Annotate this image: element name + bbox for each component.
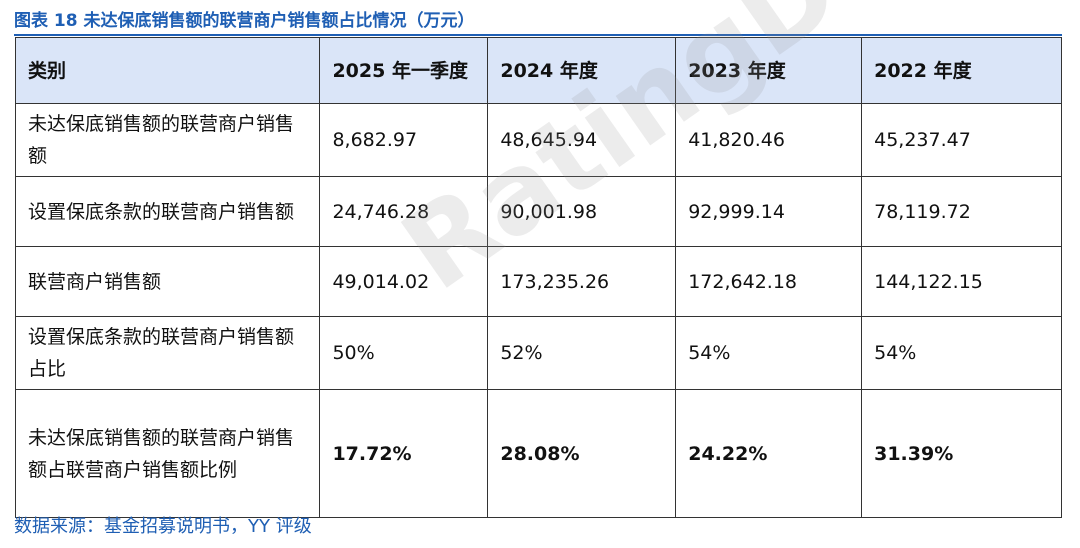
value-cell: 24.22% [675,389,863,518]
figure-title: 图表 18 未达保底销售额的联营商户销售额占比情况（万元） [14,11,475,31]
row-label: 设置保底条款的联营商户销售额 [14,176,321,247]
header-cell: 类别 [14,37,321,104]
value-cell: 92,999.14 [675,176,863,247]
table-body: 未达保底销售额的联营商户销售额 8,682.97 48,645.94 41,820.4… [14,103,1062,518]
row-label: 未达保底销售额的联营商户销售额 [14,103,321,177]
value-cell: 17.72% [319,389,489,518]
value-cell: 49,014.02 [319,246,489,317]
header-cell: 2022 年度 [861,37,1062,104]
table-row: 联营商户销售额 49,014.02 173,235.26 172,642.18 144,… [14,246,1062,317]
value-cell: 52% [487,316,677,390]
value-cell: 28.08% [487,389,677,518]
value-cell: 41,820.46 [675,103,863,177]
value-cell: 144,122.15 [861,246,1062,317]
table-row: 设置保底条款的联营商户销售额 24,746.28 90,001.98 92,999.1… [14,176,1062,247]
value-cell: 173,235.26 [487,246,677,317]
value-cell: 54% [861,316,1062,390]
title-rule [14,34,1062,36]
value-cell: 8,682.97 [319,103,489,177]
value-cell: 48,645.94 [487,103,677,177]
header-cell: 2025 年一季度 [319,37,489,104]
value-cell: 45,237.47 [861,103,1062,177]
value-cell: 24,746.28 [319,176,489,247]
table-row: 未达保底销售额的联营商户销售额 8,682.97 48,645.94 41,820.4… [14,103,1062,177]
table-row: 设置保底条款的联营商户销售额占比 50% 52% 54% 54% [14,316,1062,390]
table-row: 未达保底销售额的联营商户销售额占联营商户销售额比例 17.72% 28.08% 24.… [14,389,1062,518]
header-cell: 2023 年度 [675,37,863,104]
row-label: 设置保底条款的联营商户销售额占比 [14,316,321,390]
row-label: 未达保底销售额的联营商户销售额占联营商户销售额比例 [14,389,321,518]
value-cell: 90,001.98 [487,176,677,247]
source-note: 数据来源：基金招募说明书，YY 评级 [14,516,312,537]
header-row: 类别 2025 年一季度 2024 年度 2023 年度 2022 年度 [14,37,1062,104]
value-cell: 31.39% [861,389,1062,518]
row-label: 联营商户销售额 [14,246,321,317]
data-table: 类别 2025 年一季度 2024 年度 2023 年度 2022 年度 未达保底销售额… [14,37,1062,518]
value-cell: 54% [675,316,863,390]
value-cell: 172,642.18 [675,246,863,317]
value-cell: 78,119.72 [861,176,1062,247]
value-cell: 50% [319,316,489,390]
header-cell: 2024 年度 [487,37,677,104]
